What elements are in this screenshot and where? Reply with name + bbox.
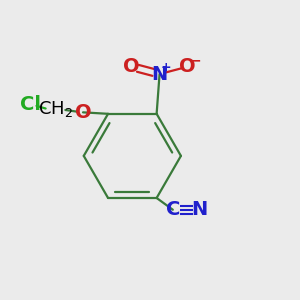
Text: N: N — [191, 200, 207, 219]
Text: −: − — [190, 53, 202, 67]
Text: O: O — [75, 103, 91, 122]
Text: O: O — [123, 57, 140, 76]
Text: N: N — [152, 64, 168, 84]
Text: +: + — [161, 61, 171, 74]
Text: O: O — [179, 57, 196, 76]
Text: C: C — [166, 200, 180, 219]
Text: Cl: Cl — [20, 95, 40, 115]
Text: CH$_2$: CH$_2$ — [38, 99, 73, 119]
